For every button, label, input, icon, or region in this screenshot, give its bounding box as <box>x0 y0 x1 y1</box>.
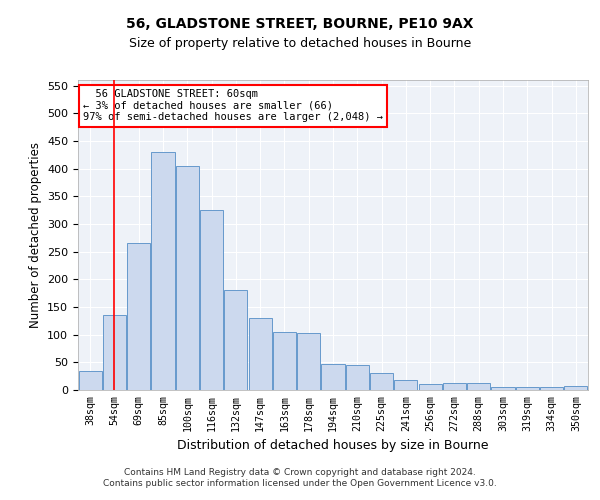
Bar <box>297 333 320 390</box>
Bar <box>565 386 587 390</box>
Bar <box>467 384 490 390</box>
Bar <box>224 290 247 390</box>
X-axis label: Distribution of detached houses by size in Bourne: Distribution of detached houses by size … <box>177 439 489 452</box>
Text: Contains HM Land Registry data © Crown copyright and database right 2024.
Contai: Contains HM Land Registry data © Crown c… <box>103 468 497 487</box>
Text: 56, GLADSTONE STREET, BOURNE, PE10 9AX: 56, GLADSTONE STREET, BOURNE, PE10 9AX <box>126 18 474 32</box>
Bar <box>127 244 150 390</box>
Bar <box>443 384 466 390</box>
Bar <box>346 365 369 390</box>
Bar <box>273 332 296 390</box>
Bar <box>419 384 442 390</box>
Text: 56 GLADSTONE STREET: 60sqm
← 3% of detached houses are smaller (66)
97% of semi-: 56 GLADSTONE STREET: 60sqm ← 3% of detac… <box>83 90 383 122</box>
Bar <box>200 210 223 390</box>
Bar <box>103 316 126 390</box>
Bar <box>370 374 393 390</box>
Bar <box>394 380 418 390</box>
Bar <box>248 318 272 390</box>
Bar <box>322 364 344 390</box>
Bar <box>516 387 539 390</box>
Bar <box>151 152 175 390</box>
Text: Size of property relative to detached houses in Bourne: Size of property relative to detached ho… <box>129 38 471 51</box>
Bar <box>540 387 563 390</box>
Bar <box>176 166 199 390</box>
Bar <box>79 370 101 390</box>
Y-axis label: Number of detached properties: Number of detached properties <box>29 142 41 328</box>
Bar <box>491 387 515 390</box>
